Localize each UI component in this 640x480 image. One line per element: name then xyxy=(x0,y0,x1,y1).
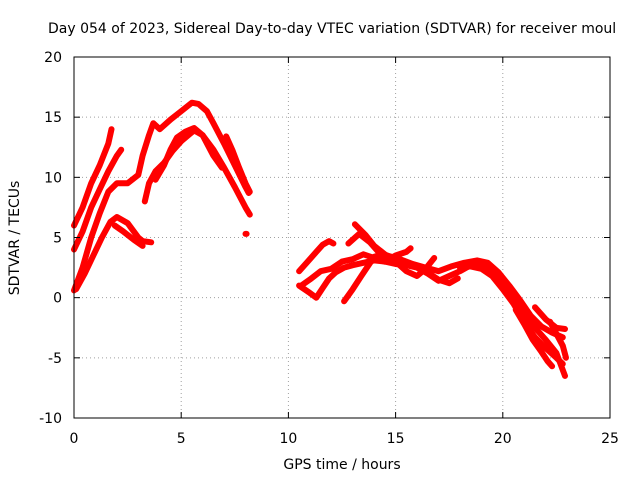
x-tick-label: 20 xyxy=(494,431,512,447)
series-arc-3 xyxy=(71,99,252,294)
y-tick-label: 15 xyxy=(44,110,62,126)
x-tick-label: 10 xyxy=(279,431,297,447)
series-arc-12 xyxy=(298,245,414,289)
series-arc-1 xyxy=(71,126,115,229)
series-arc-6 xyxy=(141,127,253,218)
series-arc-17 xyxy=(456,263,566,367)
series-arc-4 xyxy=(73,214,155,293)
chart-title: Day 054 of 2023, Sidereal Day-to-day VTE… xyxy=(48,21,616,37)
x-axis-label: GPS time / hours xyxy=(283,457,400,473)
y-tick-label: 5 xyxy=(53,231,62,247)
y-tick-label: 20 xyxy=(44,50,62,66)
data-series xyxy=(71,99,569,379)
series-arc-19 xyxy=(512,306,556,370)
x-tick-label: 5 xyxy=(177,431,186,447)
axis-ticks: 0 5 10 15 20 25 -10 -5 0 5 10 15 20 xyxy=(39,50,619,447)
x-tick-label: 15 xyxy=(387,431,405,447)
series-arc-18 xyxy=(489,264,568,379)
series-arc-21 xyxy=(547,318,569,361)
series-arc-7 xyxy=(152,125,225,183)
series-arc-5 xyxy=(111,222,146,249)
series-arc-2 xyxy=(71,146,125,253)
y-tick-label: 10 xyxy=(44,170,62,186)
y-axis-label: SDTVAR / TECUs xyxy=(7,181,23,296)
x-tick-label: 25 xyxy=(601,431,619,447)
y-tick-label: 0 xyxy=(53,291,62,307)
series-arc-10 xyxy=(296,238,337,275)
y-tick-label: -10 xyxy=(39,411,62,427)
y-tick-label: -5 xyxy=(48,351,62,367)
series-arc-8 xyxy=(223,133,253,195)
x-tick-label: 0 xyxy=(70,431,79,447)
grid-lines xyxy=(74,57,610,418)
series-arc-16 xyxy=(373,252,566,341)
series-arc-14 xyxy=(351,221,408,271)
